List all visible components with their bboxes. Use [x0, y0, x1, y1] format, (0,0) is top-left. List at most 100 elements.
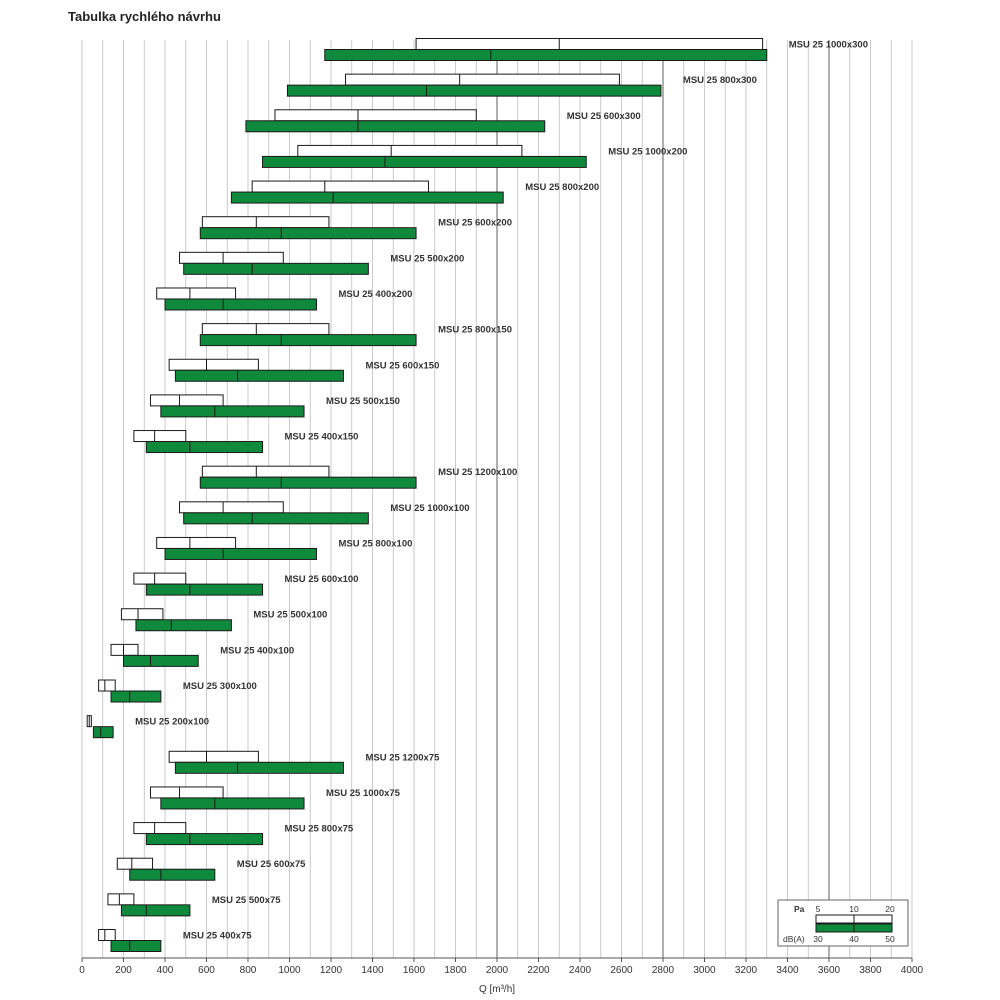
- db-bar: [160, 405, 305, 418]
- pa-bar: [98, 929, 116, 941]
- pa-bar: [133, 822, 187, 835]
- row-label: MSU 25 500x200: [390, 253, 464, 264]
- db-bar: [145, 441, 264, 454]
- x-tick-label: 1000: [278, 965, 301, 976]
- row-label: MSU 25 600x300: [567, 111, 641, 122]
- x-tick-label: 0: [79, 965, 85, 976]
- row-label: MSU 25 800x100: [338, 538, 412, 549]
- db-bar: [199, 334, 417, 347]
- db-bar: [230, 191, 504, 204]
- pa-bar: [201, 465, 330, 478]
- x-tick-label: 4000: [901, 965, 924, 976]
- pa-bar: [168, 358, 259, 371]
- pa-bar: [156, 536, 237, 549]
- db-bar: [324, 49, 768, 61]
- row-label: MSU 25 1200x75: [365, 752, 440, 763]
- db-bar: [129, 868, 216, 881]
- legend: Pa 5 10 20 dB(A) 30 40 50: [777, 899, 909, 947]
- db-bar: [160, 797, 305, 810]
- pa-bar: [345, 73, 620, 86]
- pa-bar: [415, 38, 764, 50]
- x-tick-label: 3400: [776, 965, 799, 976]
- row-label: MSU 25 200x100: [135, 717, 209, 728]
- row-label: MSU 25 1000x75: [326, 788, 401, 799]
- pa-bar: [149, 786, 224, 799]
- row-label: MSU 25 500x150: [326, 396, 400, 407]
- row-label: MSU 25 800x300: [683, 75, 757, 86]
- pa-bar: [98, 679, 116, 692]
- x-tick-label: 2400: [569, 965, 592, 976]
- bars-group: [86, 38, 768, 952]
- pa-bar: [179, 501, 284, 514]
- row-label: MSU 25 1000x100: [390, 503, 469, 514]
- pa-bar: [179, 251, 284, 264]
- legend-pa-tick: 10: [849, 904, 859, 914]
- x-tick-label: 2800: [652, 965, 675, 976]
- db-bar: [110, 690, 162, 703]
- pa-bar: [274, 109, 477, 122]
- db-bar: [262, 155, 587, 168]
- row-label: MSU 25 1200x100: [438, 467, 517, 478]
- x-tick-label: 200: [115, 965, 132, 976]
- x-tick-label: 3600: [818, 965, 841, 976]
- db-bar: [123, 654, 199, 667]
- db-bar: [164, 547, 317, 560]
- row-label: MSU 25 800x200: [525, 182, 599, 193]
- db-bar: [145, 833, 264, 846]
- chart-title: Tabulka rychlého návrhu: [68, 9, 221, 24]
- legend-pa-tick: 20: [885, 904, 895, 914]
- row-label: MSU 25 500x100: [253, 610, 327, 621]
- db-bar: [286, 84, 662, 97]
- x-tick-label: 1800: [444, 965, 467, 976]
- row-label: MSU 25 400x150: [285, 432, 359, 443]
- row-label: MSU 25 400x75: [183, 931, 252, 942]
- row-label: MSU 25 800x150: [438, 325, 512, 336]
- x-tick-label: 600: [198, 965, 215, 976]
- x-tick-label: 2000: [486, 965, 509, 976]
- x-tick-label: 800: [240, 965, 257, 976]
- x-tick-label: 2600: [610, 965, 633, 976]
- db-bar: [92, 726, 114, 739]
- pa-bar: [110, 643, 139, 656]
- legend-db-tick: 50: [885, 934, 895, 944]
- x-axis-label: Q [m³/h]: [479, 984, 515, 995]
- pa-bar: [201, 323, 330, 336]
- legend-db-label: dB(A): [783, 934, 805, 944]
- pa-bar: [251, 180, 430, 193]
- row-label: MSU 25 1000x300: [789, 40, 868, 51]
- row-label: MSU 25 400x100: [220, 645, 294, 656]
- pa-bar: [133, 572, 187, 585]
- db-bar: [174, 761, 344, 774]
- db-bar: [120, 904, 191, 917]
- x-axis: 0 200 400 600 800 1000 1200 1400 1600 1800 2000 220…: [79, 957, 924, 976]
- x-tick-label: 1600: [403, 965, 426, 976]
- legend-db-tick: 40: [849, 934, 859, 944]
- legend-pa-label: Pa: [794, 904, 805, 914]
- db-bar: [183, 512, 369, 525]
- db-bar: [245, 120, 546, 133]
- db-bar: [110, 940, 162, 952]
- pa-bar: [116, 857, 154, 870]
- pa-bar: [156, 287, 237, 300]
- row-label: MSU 25 800x75: [285, 824, 354, 835]
- row-label: MSU 25 300x100: [183, 681, 257, 692]
- row-label: MSU 25 500x75: [212, 895, 281, 906]
- x-tick-label: 3800: [859, 965, 882, 976]
- x-tick-label: 1400: [361, 965, 384, 976]
- db-bar: [199, 227, 417, 240]
- x-tick-label: 2200: [527, 965, 550, 976]
- x-tick-label: 3200: [735, 965, 758, 976]
- row-label: MSU 25 600x100: [285, 574, 359, 585]
- row-label: MSU 25 600x75: [237, 859, 306, 870]
- row-label: MSU 25 400x200: [338, 289, 412, 300]
- grid-lines: [81, 40, 913, 958]
- x-tick-label: 400: [157, 965, 174, 976]
- row-labels: MSU 25 1000x300 MSU 25 800x300 MSU 25 600x…: [135, 40, 868, 942]
- pa-bar: [107, 893, 135, 906]
- db-bar: [164, 298, 317, 311]
- pa-bar: [201, 216, 330, 229]
- row-label: MSU 25 600x200: [438, 218, 512, 229]
- x-tick-label: 3000: [693, 965, 716, 976]
- row-label: MSU 25 600x150: [365, 360, 439, 371]
- row-label: MSU 25 1000x200: [608, 146, 687, 157]
